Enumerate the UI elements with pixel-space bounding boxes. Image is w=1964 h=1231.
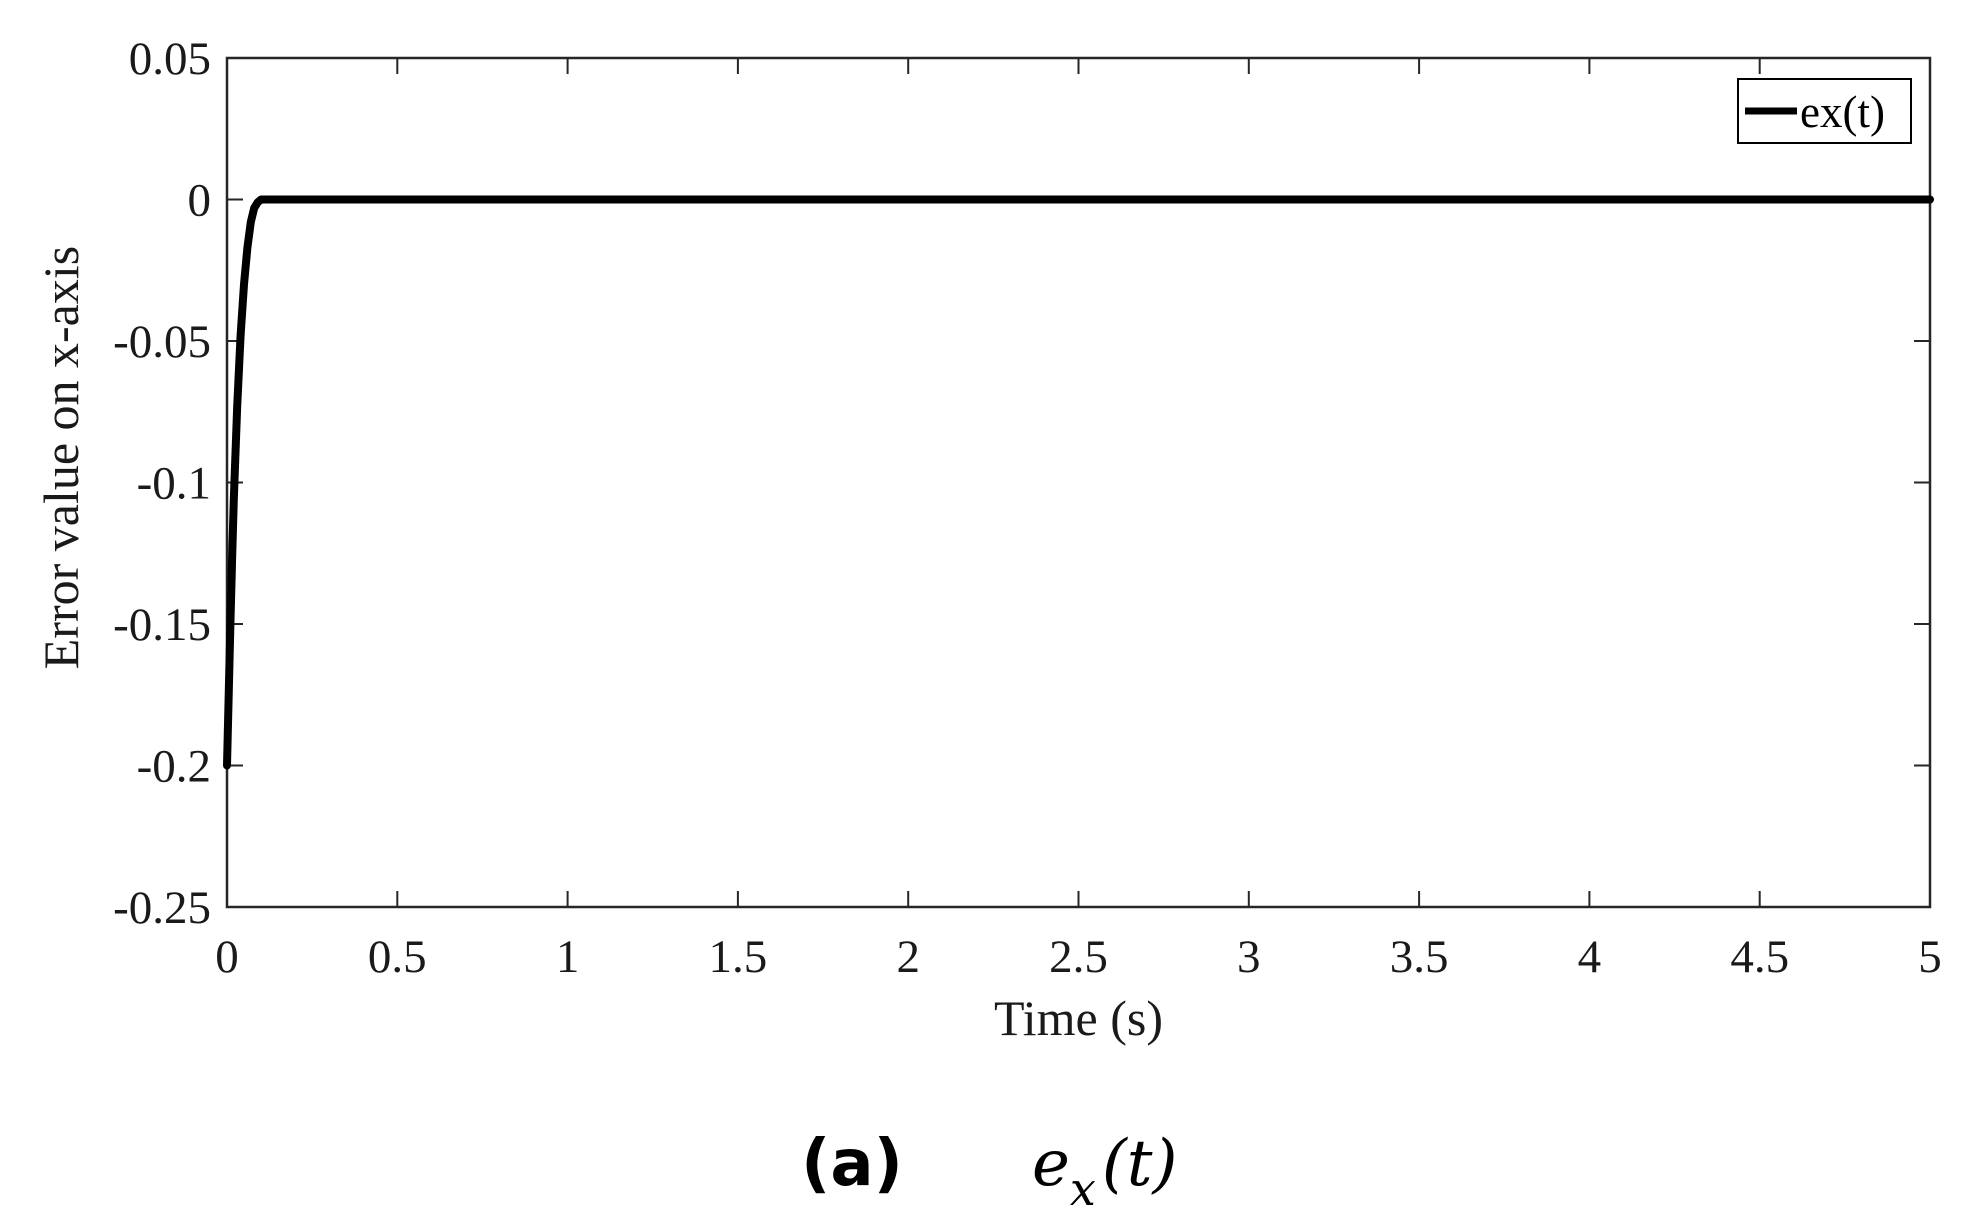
figure-caption: (a) ex(t) xyxy=(801,1127,1177,1216)
x-tick-label: 5 xyxy=(1918,931,1942,983)
y-axis-label: Error value on x-axis xyxy=(33,246,89,669)
x-tick-label: 0.5 xyxy=(368,931,427,983)
series-layer xyxy=(223,195,1934,770)
x-tick-label: 4 xyxy=(1578,931,1602,983)
x-tick-label: 1 xyxy=(556,931,580,983)
caption-math-sub: x xyxy=(1070,1162,1096,1216)
caption-math: ex(t) xyxy=(1032,1127,1177,1216)
y-tick-label: -0.15 xyxy=(113,599,211,651)
series-line-ex xyxy=(223,195,1934,770)
plot-area xyxy=(225,56,1932,909)
x-tick-label: 2 xyxy=(896,931,920,983)
y-tick-label: -0.05 xyxy=(113,316,211,368)
x-tick-label: 2.5 xyxy=(1049,931,1108,983)
y-tick-label: -0.2 xyxy=(137,741,211,793)
x-tick-label: 0 xyxy=(215,931,239,983)
y-tick-label: -0.25 xyxy=(113,882,211,934)
caption-math-arg: (t) xyxy=(1102,1127,1178,1201)
caption-math-base: e xyxy=(1032,1127,1070,1201)
x-tick-label: 3.5 xyxy=(1390,931,1449,983)
y-tick-label: 0 xyxy=(188,175,212,227)
y-axis-ticks: 0.05 0 -0.05 -0.1 -0.15 -0.2 -0.25 xyxy=(113,33,1930,934)
legend: ex(t) xyxy=(1737,78,1912,144)
x-axis-label: Time (s) xyxy=(994,990,1163,1046)
y-tick-label: -0.1 xyxy=(137,458,211,510)
y-tick-label: 0.05 xyxy=(129,33,211,85)
x-tick-label: 4.5 xyxy=(1730,931,1789,983)
legend-label-ex: ex(t) xyxy=(1800,87,1885,137)
caption-label: (a) xyxy=(801,1127,903,1201)
x-tick-label: 3 xyxy=(1237,931,1261,983)
x-axis-ticks: 0 0.5 1 1.5 2 2.5 3 3.5 4 4.5 5 xyxy=(215,58,1942,983)
x-tick-label: 1.5 xyxy=(709,931,768,983)
